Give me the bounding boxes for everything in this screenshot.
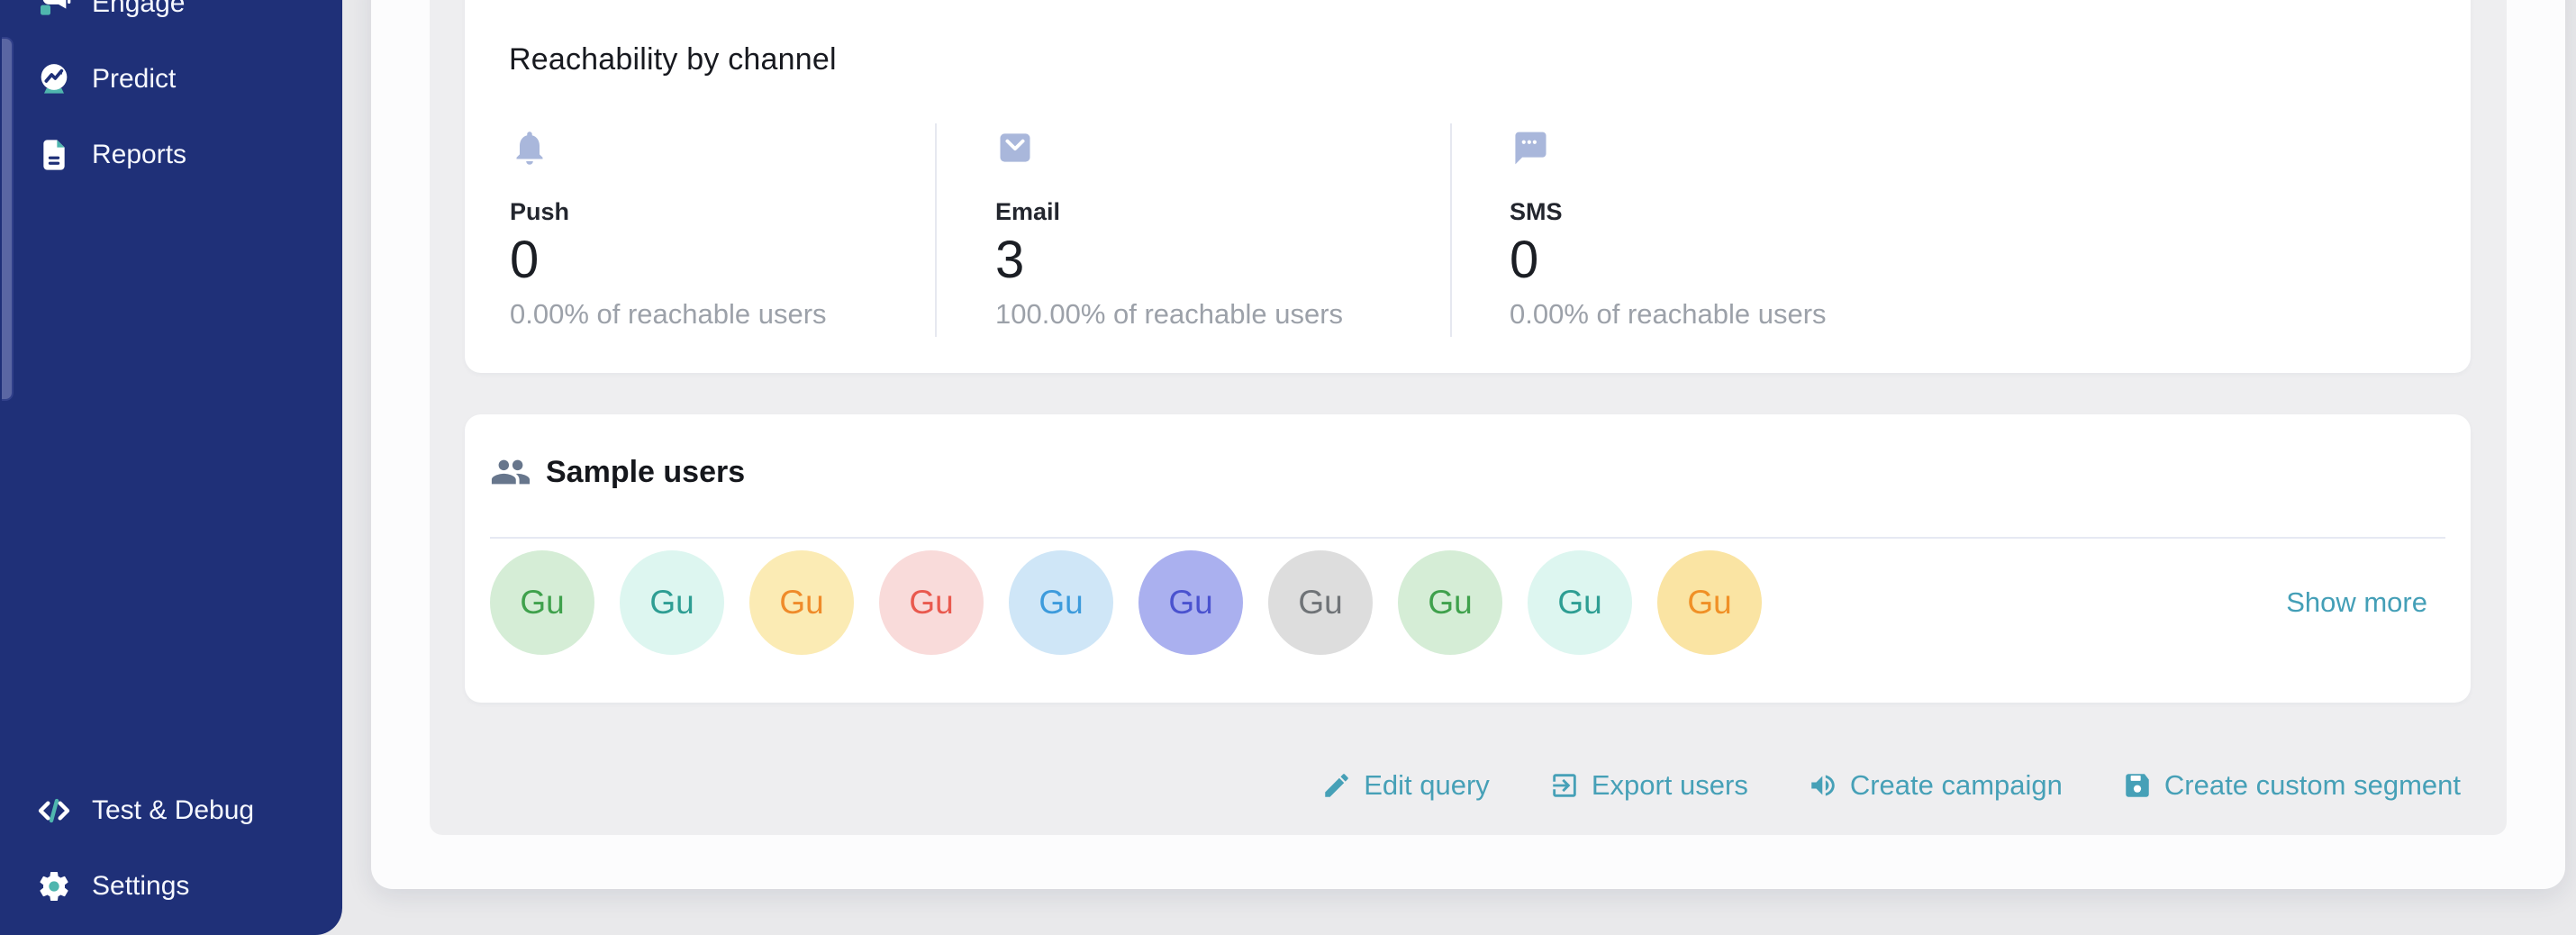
user-avatar-3[interactable]: Gu bbox=[749, 550, 854, 655]
avatar-initials: Gu bbox=[649, 584, 694, 621]
content-area: Reachability by channel Push 0 0.00% of … bbox=[430, 0, 2507, 835]
sidebar-item-label: Settings bbox=[92, 871, 190, 901]
channel-name: Email bbox=[995, 198, 1061, 225]
avatar-initials: Gu bbox=[1298, 584, 1343, 621]
channel-value: 0 bbox=[510, 231, 540, 289]
sidebar-item-label: Predict bbox=[92, 64, 177, 94]
create-custom-segment-button[interactable]: Create custom segment bbox=[2122, 769, 2461, 802]
save-icon bbox=[2122, 770, 2153, 801]
action-label: Edit query bbox=[1364, 769, 1490, 801]
user-avatar-6[interactable]: Gu bbox=[1138, 550, 1243, 655]
user-avatar-4[interactable]: Gu bbox=[879, 550, 984, 655]
header-divider bbox=[490, 537, 2445, 539]
reachability-card: Reachability by channel Push 0 0.00% of … bbox=[465, 0, 2471, 373]
code-icon bbox=[36, 793, 72, 829]
channel-name: SMS bbox=[1510, 198, 1563, 225]
avatar-initials: Gu bbox=[1168, 584, 1213, 621]
show-more-link[interactable]: Show more bbox=[2286, 586, 2427, 618]
sidebar-nav-top: Engage Predict Reports bbox=[0, 0, 342, 193]
export-users-button[interactable]: Export users bbox=[1549, 769, 1748, 802]
sidebar-item-label: Engage bbox=[92, 0, 186, 18]
sidebar-item-settings[interactable]: Settings bbox=[0, 849, 342, 924]
avatar-list: Gu Gu Gu Gu Gu Gu Gu Gu Gu Gu bbox=[490, 550, 1762, 655]
sidebar-item-test-debug[interactable]: Test & Debug bbox=[0, 773, 342, 849]
main-panel: Reachability by channel Push 0 0.00% of … bbox=[371, 0, 2565, 889]
user-avatar-8[interactable]: Gu bbox=[1398, 550, 1502, 655]
channel-subtext: 0.00% of reachable users bbox=[510, 298, 827, 330]
create-campaign-button[interactable]: Create campaign bbox=[1808, 769, 2063, 802]
sidebar-item-engage[interactable]: Engage bbox=[0, 0, 342, 41]
sample-users-title: Sample users bbox=[546, 454, 746, 489]
channel-value: 3 bbox=[995, 231, 1025, 289]
envelope-icon bbox=[995, 128, 1035, 168]
avatar-initials: Gu bbox=[779, 584, 824, 621]
channel-column-email: Email 3 100.00% of reachable users bbox=[995, 128, 1343, 331]
gear-icon bbox=[36, 868, 72, 904]
channel-column-sms: SMS 0 0.00% of reachable users bbox=[1510, 128, 1827, 331]
reachability-title: Reachability by channel bbox=[509, 42, 837, 77]
user-avatar-1[interactable]: Gu bbox=[490, 550, 594, 655]
action-label: Create custom segment bbox=[2163, 769, 2461, 801]
sidebar: Engage Predict Reports Test & Debug bbox=[0, 0, 342, 935]
pencil-icon bbox=[1321, 770, 1352, 801]
speaker-icon bbox=[1808, 770, 1838, 801]
avatar-initials: Gu bbox=[520, 584, 565, 621]
avatar-initials: Gu bbox=[1557, 584, 1602, 621]
channel-subtext: 100.00% of reachable users bbox=[995, 298, 1344, 330]
channel-subtext: 0.00% of reachable users bbox=[1510, 298, 1827, 330]
sidebar-scrollbar-thumb[interactable] bbox=[2, 37, 14, 401]
user-avatar-2[interactable]: Gu bbox=[620, 550, 724, 655]
action-label: Create campaign bbox=[1849, 769, 2063, 801]
people-icon bbox=[490, 451, 531, 493]
sidebar-item-predict[interactable]: Predict bbox=[0, 41, 342, 117]
edit-query-button[interactable]: Edit query bbox=[1321, 769, 1490, 802]
avatar-initials: Gu bbox=[1687, 584, 1732, 621]
sidebar-item-label: Test & Debug bbox=[92, 795, 255, 825]
column-divider bbox=[935, 123, 937, 337]
sidebar-nav-bottom: Test & Debug Settings bbox=[0, 773, 342, 924]
column-divider bbox=[1450, 123, 1452, 337]
actions-bar: Edit query Export users Create campaign bbox=[465, 767, 2471, 803]
avatar-initials: Gu bbox=[1039, 584, 1084, 621]
channel-value: 0 bbox=[1510, 231, 1539, 289]
sample-users-header: Sample users bbox=[490, 451, 745, 493]
sample-users-card: Sample users Gu Gu Gu Gu Gu Gu Gu Gu Gu … bbox=[465, 414, 2471, 703]
bell-icon bbox=[510, 128, 549, 168]
channel-name: Push bbox=[510, 198, 570, 225]
document-icon bbox=[36, 137, 72, 173]
user-avatar-5[interactable]: Gu bbox=[1009, 550, 1113, 655]
sms-bubble-icon bbox=[1510, 128, 1549, 168]
sidebar-item-label: Reports bbox=[92, 140, 187, 169]
action-label: Export users bbox=[1591, 769, 1748, 801]
crystal-ball-icon bbox=[36, 61, 72, 97]
avatar-initials: Gu bbox=[909, 584, 954, 621]
export-icon bbox=[1549, 770, 1580, 801]
megaphone-icon bbox=[36, 0, 72, 22]
user-avatar-10[interactable]: Gu bbox=[1657, 550, 1762, 655]
channel-column-push: Push 0 0.00% of reachable users bbox=[510, 128, 827, 331]
sidebar-item-reports[interactable]: Reports bbox=[0, 117, 342, 193]
user-avatar-7[interactable]: Gu bbox=[1268, 550, 1373, 655]
user-avatar-9[interactable]: Gu bbox=[1528, 550, 1632, 655]
avatar-initials: Gu bbox=[1428, 584, 1473, 621]
